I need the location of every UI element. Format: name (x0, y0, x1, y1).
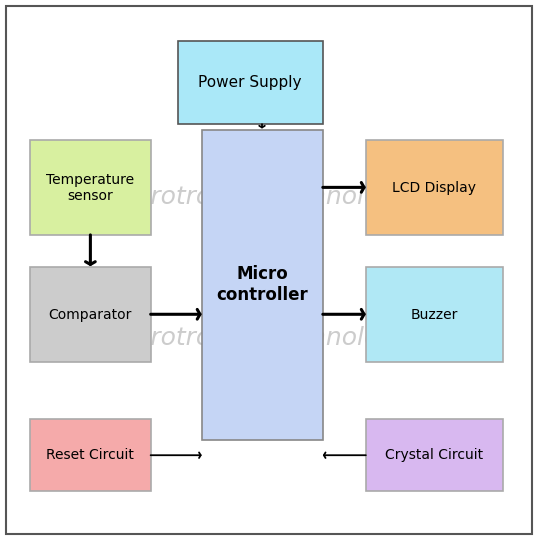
FancyBboxPatch shape (366, 140, 503, 235)
FancyBboxPatch shape (178, 40, 323, 124)
Text: Power Supply: Power Supply (199, 75, 302, 90)
Text: Temperature
sensor: Temperature sensor (46, 173, 134, 202)
Text: Reset Circuit: Reset Circuit (46, 448, 134, 462)
Text: Micro
controller: Micro controller (216, 266, 308, 304)
Text: Microtronics Technologies: Microtronics Technologies (108, 185, 430, 209)
FancyBboxPatch shape (30, 418, 151, 491)
FancyBboxPatch shape (202, 130, 323, 440)
Text: Comparator: Comparator (48, 308, 132, 321)
FancyBboxPatch shape (30, 267, 151, 362)
Text: Microtronics Technologies: Microtronics Technologies (108, 326, 430, 349)
FancyBboxPatch shape (366, 267, 503, 362)
Text: Crystal Circuit: Crystal Circuit (385, 448, 484, 462)
FancyBboxPatch shape (366, 418, 503, 491)
FancyBboxPatch shape (30, 140, 151, 235)
Text: LCD Display: LCD Display (392, 181, 477, 194)
Text: Buzzer: Buzzer (410, 308, 458, 321)
